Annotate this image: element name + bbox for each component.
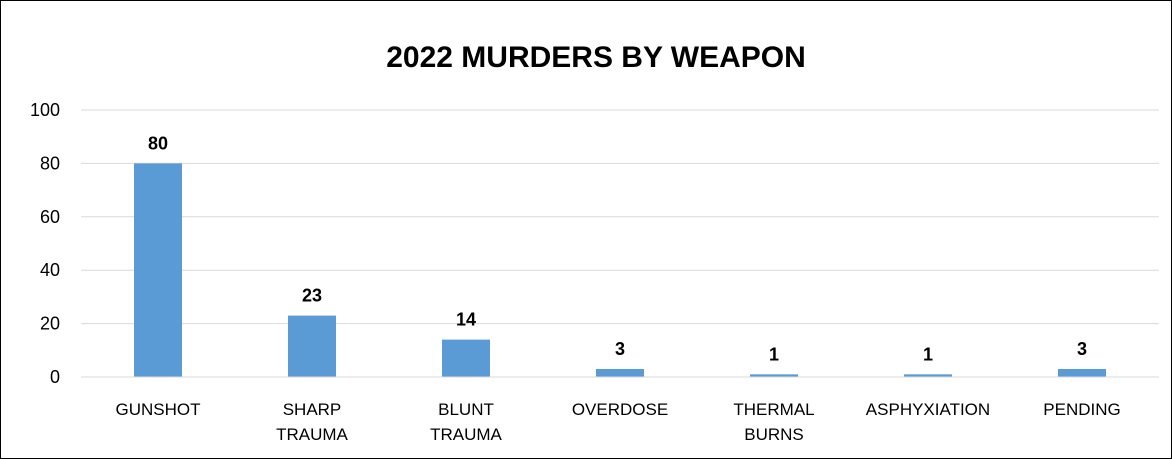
bars (134, 163, 1106, 377)
data-label: 23 (302, 286, 322, 306)
category-label: OVERDOSE (572, 400, 668, 419)
category-label-line: BURNS (744, 425, 804, 444)
y-tick-label: 100 (30, 100, 60, 120)
bar (442, 339, 490, 377)
category-label: BLUNT TRAUMA (430, 400, 502, 444)
category-label-line: THERMAL (733, 400, 814, 419)
category-label: PENDING (1043, 400, 1120, 419)
y-tick-label: 20 (40, 314, 60, 334)
y-tick-label: 40 (40, 260, 60, 280)
gridlines (81, 109, 1159, 325)
category-label: GUNSHOT (116, 400, 201, 419)
category-label-line: PENDING (1043, 400, 1120, 419)
y-axis-ticks: 0 20 40 60 80 100 (30, 100, 60, 387)
x-axis-categories: GUNSHOT SHARP TRAUMA BLUNT TRAUMA OVERDOSE THE… (116, 400, 1121, 444)
bar (750, 374, 798, 377)
bar (904, 374, 952, 377)
data-label: 3 (1077, 339, 1087, 359)
bar (288, 315, 336, 377)
category-label: SHARP TRAUMA (276, 400, 348, 444)
category-label-line: BLUNT (438, 400, 494, 419)
data-label: 14 (456, 310, 476, 330)
data-label: 1 (769, 344, 779, 364)
category-label-line: TRAUMA (430, 425, 502, 444)
category-label: THERMAL BURNS (733, 400, 814, 444)
category-label-line: ASPHYXIATION (866, 400, 990, 419)
data-label: 80 (148, 133, 168, 153)
data-labels: 80 23 14 3 1 1 3 (148, 133, 1087, 364)
y-tick-label: 60 (40, 207, 60, 227)
data-label: 1 (923, 344, 933, 364)
y-tick-label: 80 (40, 153, 60, 173)
category-label-line: OVERDOSE (572, 400, 668, 419)
chart-title: 2022 MURDERS BY WEAPON (386, 41, 806, 74)
y-tick-label: 0 (50, 367, 60, 387)
category-label: ASPHYXIATION (866, 400, 990, 419)
category-label-line: TRAUMA (276, 425, 348, 444)
bar (134, 163, 182, 377)
category-label-line: GUNSHOT (116, 400, 201, 419)
data-label: 3 (615, 339, 625, 359)
bar (1058, 368, 1106, 377)
category-label-line: SHARP (283, 400, 342, 419)
bar (596, 368, 644, 377)
